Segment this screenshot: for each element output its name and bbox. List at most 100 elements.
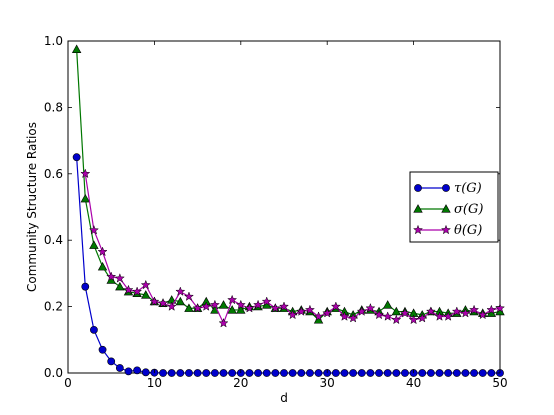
data-point (133, 366, 142, 375)
data-point (304, 304, 315, 315)
legend-label: σ(G) (454, 202, 483, 217)
data-point (202, 369, 211, 377)
data-point (149, 296, 160, 306)
series-circle (72, 153, 504, 377)
legend-item: σ(G) (413, 202, 483, 217)
data-point (201, 301, 212, 311)
data-point (392, 369, 401, 377)
data-point (262, 369, 271, 377)
data-point (288, 369, 297, 377)
data-point (245, 369, 254, 377)
x-tick-label: 10 (147, 376, 162, 390)
data-point (278, 301, 290, 311)
data-point (461, 369, 470, 377)
data-point (418, 369, 427, 377)
data-point (166, 301, 177, 311)
data-point (331, 369, 340, 377)
data-point (90, 325, 98, 334)
y-tick-label: 0.6 (44, 167, 63, 181)
data-point (477, 309, 488, 320)
legend-label: θ(G) (454, 223, 482, 238)
data-point (71, 44, 82, 53)
data-point (339, 311, 350, 321)
data-point (426, 369, 435, 377)
data-point (280, 369, 288, 377)
data-point (383, 369, 392, 377)
data-point (399, 307, 411, 318)
legend-marker (414, 184, 422, 192)
data-point (72, 153, 81, 162)
x-axis-label: d (280, 391, 288, 405)
data-point (88, 224, 99, 235)
data-point (124, 367, 133, 376)
data-point (348, 312, 359, 323)
data-point (297, 369, 306, 377)
data-point (357, 369, 366, 377)
y-tick-label: 0.2 (44, 300, 63, 314)
data-point (435, 369, 444, 377)
data-point (443, 311, 454, 321)
data-point (254, 369, 262, 377)
x-tick-label: 30 (320, 376, 335, 390)
data-point (253, 299, 264, 310)
data-point (417, 312, 428, 323)
data-point (185, 369, 193, 377)
data-point (228, 369, 237, 377)
data-point (382, 311, 393, 321)
data-point (236, 305, 246, 314)
data-point (470, 369, 478, 377)
legend-label: τ(G) (454, 181, 482, 196)
data-point (115, 364, 124, 372)
data-point (123, 284, 134, 295)
legend-marker (442, 184, 450, 192)
data-point (340, 369, 349, 377)
data-point (478, 369, 487, 377)
x-tick-label: 0 (64, 376, 72, 390)
data-point (306, 369, 314, 377)
data-point (287, 309, 298, 320)
data-point (314, 369, 323, 377)
data-point (330, 301, 341, 311)
x-tick-label: 50 (492, 376, 507, 390)
data-point (270, 302, 281, 313)
data-point (451, 306, 462, 316)
data-point (141, 290, 151, 299)
data-point (356, 306, 367, 316)
data-point (167, 369, 176, 377)
data-point (176, 369, 185, 377)
y-tick-label: 0.0 (44, 366, 63, 380)
data-point (365, 302, 376, 313)
data-point (322, 307, 333, 318)
data-point (175, 296, 186, 306)
data-point (391, 314, 402, 325)
x-tick-label: 40 (406, 376, 421, 390)
data-point (192, 302, 203, 313)
data-point (382, 300, 393, 309)
data-point (271, 369, 280, 377)
data-point (98, 345, 107, 354)
data-point (218, 300, 229, 309)
data-point (80, 193, 90, 203)
data-point (452, 369, 461, 377)
data-point (235, 299, 246, 310)
series-layer (71, 44, 506, 377)
data-point (175, 286, 186, 296)
data-point (444, 369, 453, 377)
data-point (486, 304, 497, 315)
data-point (209, 299, 220, 310)
data-point (296, 306, 307, 316)
data-point (106, 271, 117, 282)
data-point (89, 240, 99, 249)
y-axis-label: Community Structure Ratios (25, 122, 39, 292)
data-point (140, 279, 151, 290)
data-point (313, 311, 324, 321)
data-point (157, 297, 169, 308)
data-point (80, 168, 91, 179)
data-point (107, 357, 116, 366)
legend-marker (412, 224, 424, 235)
data-point (487, 369, 496, 377)
data-point (184, 303, 194, 312)
data-point (349, 369, 358, 377)
data-point (434, 311, 445, 321)
